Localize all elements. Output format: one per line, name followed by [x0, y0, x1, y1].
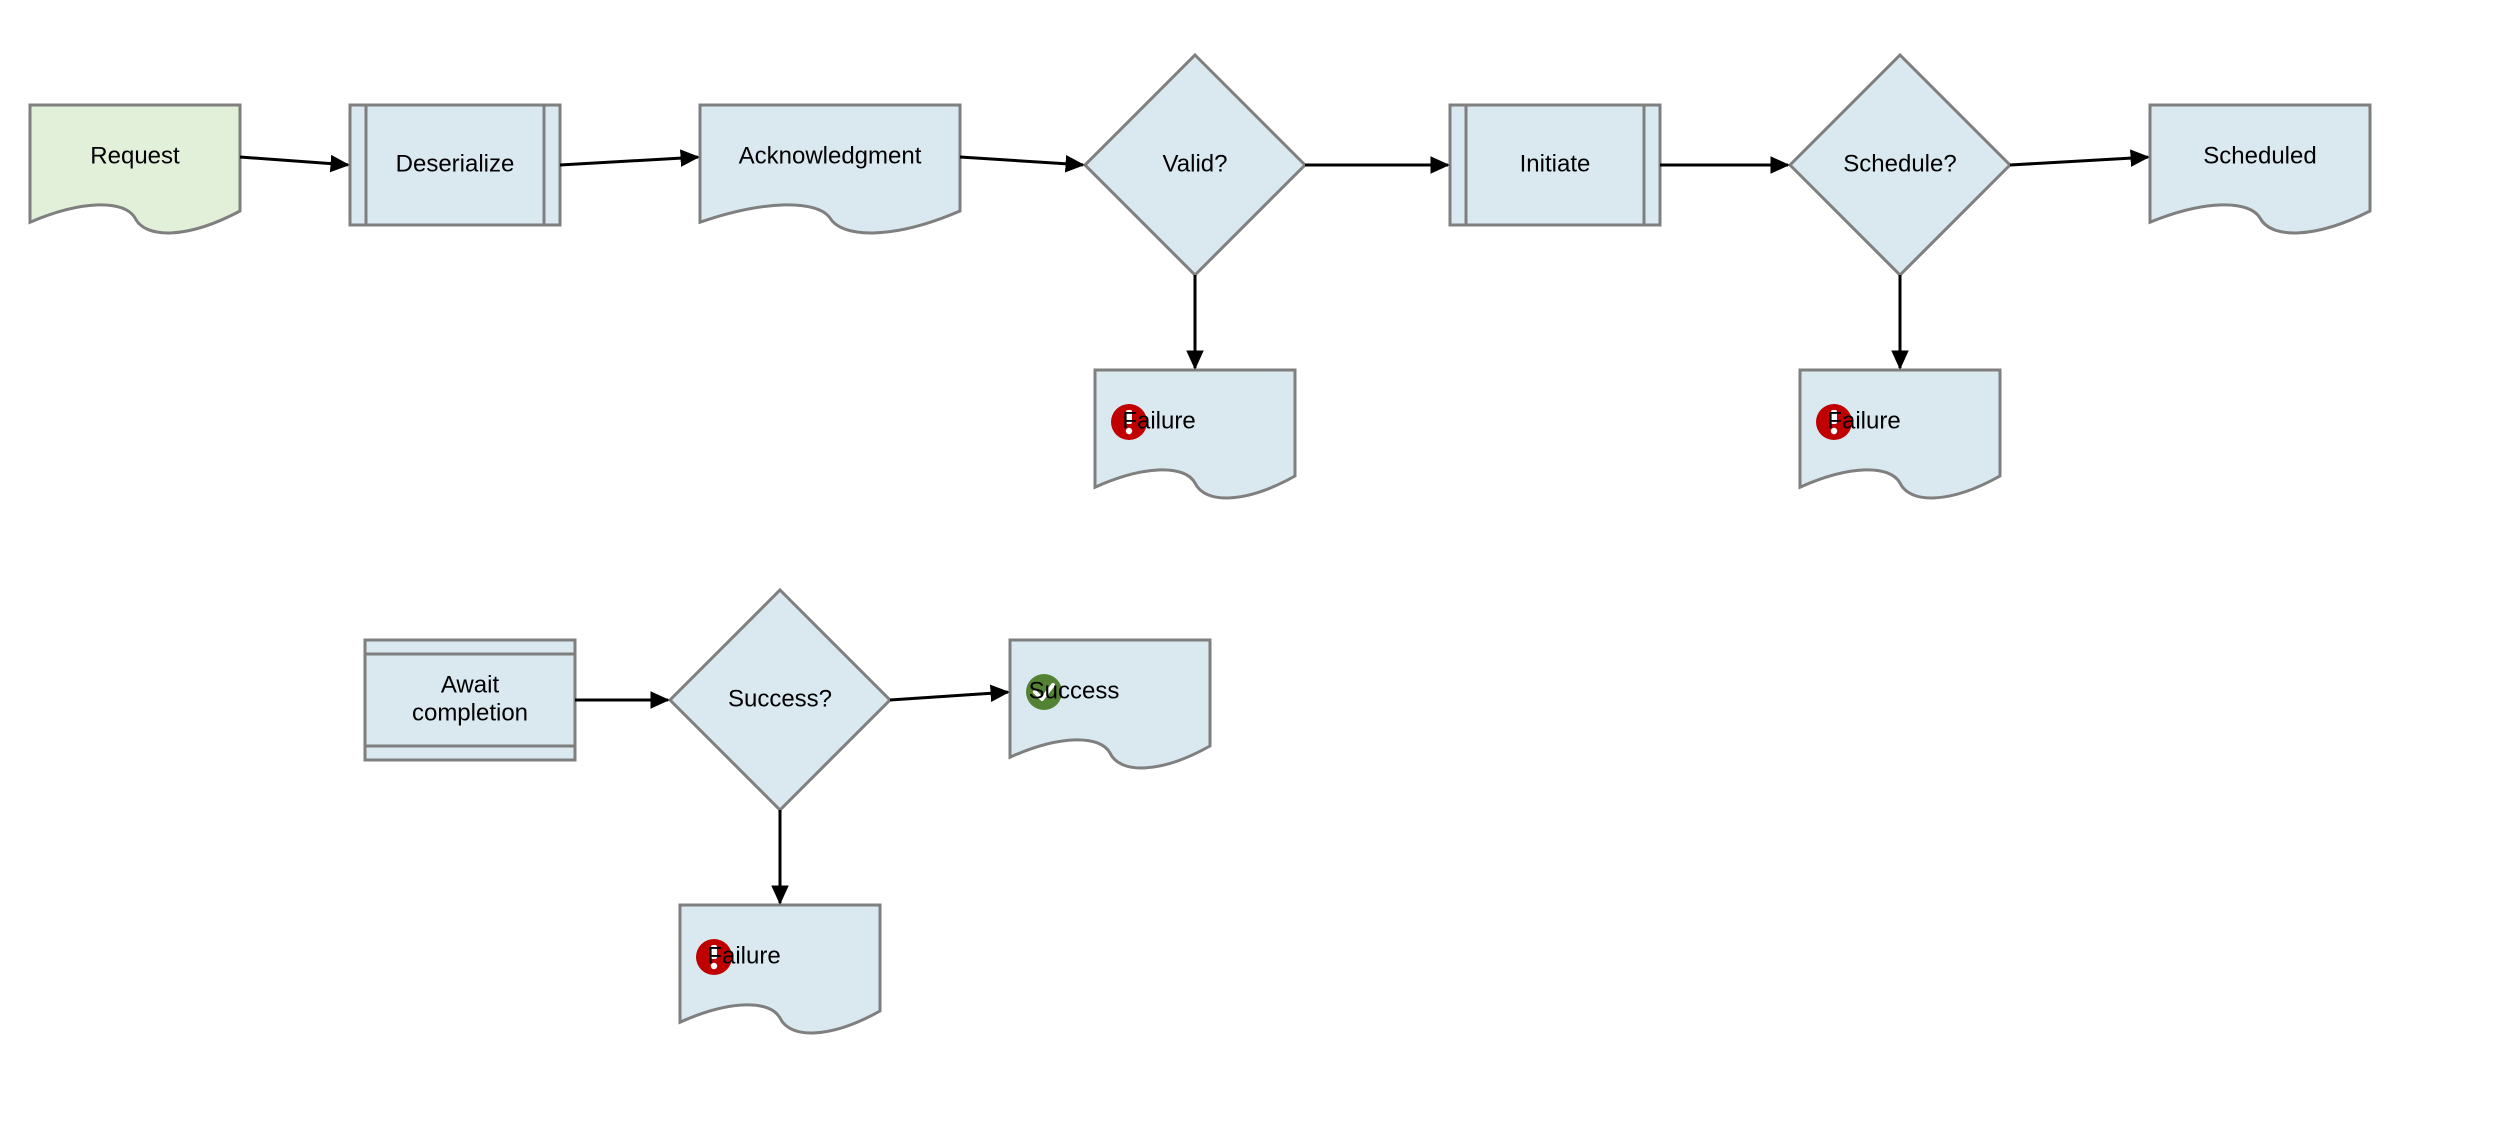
edge-successq-success — [890, 692, 1008, 700]
node-fail3: Failure — [680, 905, 880, 1033]
edge-ack-valid — [960, 157, 1083, 165]
node-label: Scheduled — [2203, 142, 2316, 169]
node-success: Success — [1010, 640, 1210, 768]
node-scheduled: Scheduled — [2150, 105, 2370, 233]
edge-request-deserialize — [240, 157, 348, 165]
node-label: completion — [412, 699, 528, 726]
node-schedule: Schedule? — [1790, 55, 2010, 275]
node-valid: Valid? — [1085, 55, 1305, 275]
node-label: Await — [441, 671, 500, 698]
node-label: Failure — [1122, 407, 1195, 434]
node-label: Request — [90, 142, 180, 169]
node-request: Request — [30, 105, 240, 233]
node-initiate: Initiate — [1450, 105, 1660, 225]
node-label: Initiate — [1520, 150, 1591, 177]
node-successq: Success? — [670, 590, 890, 810]
node-label: Success — [1029, 677, 1120, 704]
node-fail1: Failure — [1095, 370, 1295, 498]
node-label: Valid? — [1163, 150, 1228, 177]
node-label: Failure — [707, 942, 780, 969]
node-label: Acknowledgment — [739, 142, 922, 169]
node-label: Schedule? — [1843, 150, 1956, 177]
node-label: Success? — [728, 685, 832, 712]
node-label: Failure — [1827, 407, 1900, 434]
node-fail2: Failure — [1800, 370, 2000, 498]
node-label: Deserialize — [396, 150, 515, 177]
node-await: Awaitcompletion — [365, 640, 575, 760]
flowchart-canvas: Request Deserialize Acknowledgment Valid? In… — [0, 0, 2494, 1135]
edge-schedule-scheduled — [2010, 157, 2148, 165]
node-ack: Acknowledgment — [700, 105, 960, 233]
node-deserialize: Deserialize — [350, 105, 560, 225]
edge-deserialize-ack — [560, 157, 698, 165]
